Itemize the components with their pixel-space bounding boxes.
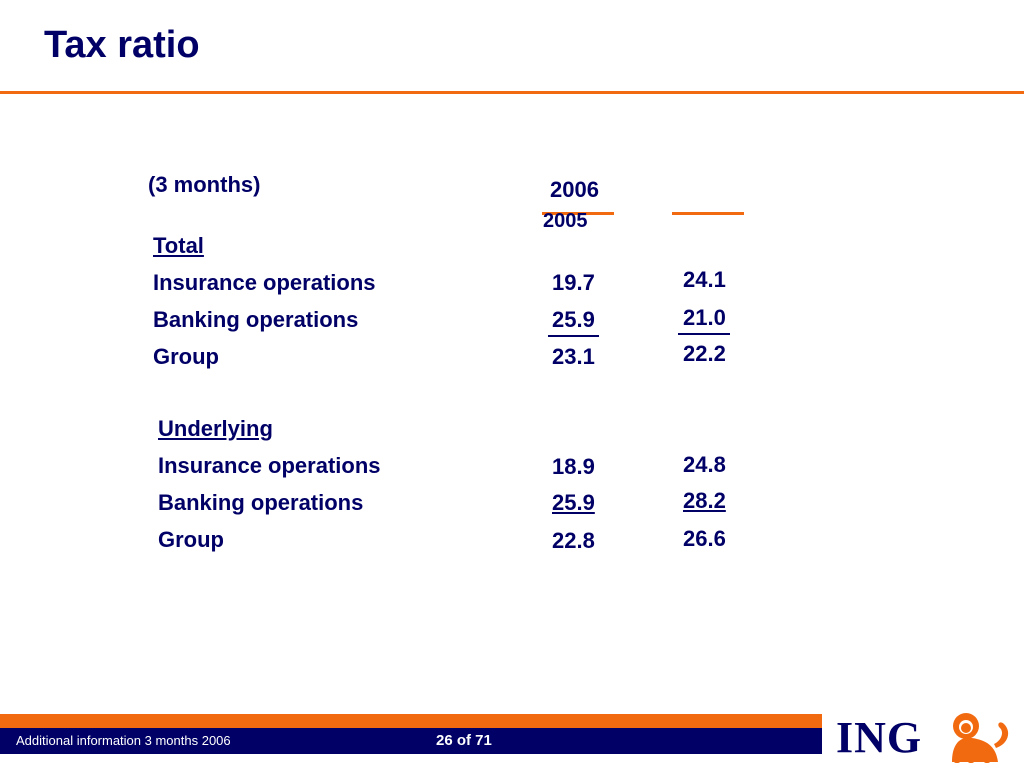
value-2006: 18.9 [552,454,595,479]
slide-title: Tax ratio [44,24,200,66]
ing-logo-text: ING [836,713,923,762]
row-label: Insurance operations [153,270,376,295]
column-underline-2006 [542,212,614,215]
column-header-2005: 2005 [543,210,588,232]
row-label: Group [158,527,224,552]
value-2005: 21.0 [678,305,730,335]
value-2005: 24.1 [683,267,726,292]
value-2006: 25.9 [552,490,595,515]
row-label: Group [153,344,219,369]
title-divider [0,91,1024,94]
column-header-2006: 2006 [550,177,599,202]
column-underline-2005 [672,212,744,215]
page-number: 26 of 71 [436,732,492,749]
row-label: Banking operations [153,307,359,332]
value-2006: 22.8 [552,528,595,553]
row-label: Banking operations [158,490,364,515]
value-2006: 19.7 [552,270,595,295]
value-2006: 25.9 [548,307,599,337]
section-heading-total: Total [153,233,204,258]
lion-icon [952,713,1009,763]
footer-orange-band [0,714,822,728]
footer-caption: Additional information 3 months 2006 [16,733,231,748]
value-2005: 28.2 [683,488,726,513]
section-heading-underlying: Underlying [158,416,273,441]
period-label: (3 months) [148,172,261,197]
value-2005: 24.8 [683,452,726,477]
value-2005: 22.2 [683,341,726,366]
value-2005: 26.6 [683,526,726,551]
row-label: Insurance operations [158,453,381,478]
value-2006: 23.1 [552,344,595,369]
footer-navy-band [0,728,822,754]
